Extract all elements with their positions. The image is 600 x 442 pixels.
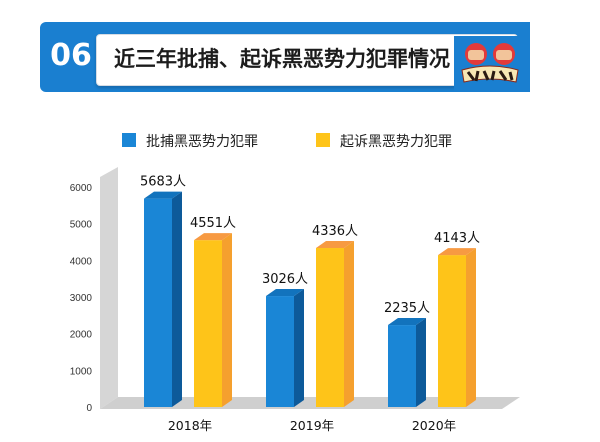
x-category-label: 2018年 (168, 418, 212, 433)
data-label: 2235人 (384, 301, 430, 316)
x-category-label: 2019年 (290, 418, 334, 433)
bar-side (466, 248, 476, 407)
y-axis-ticks: 0 1000 2000 3000 4000 5000 6000 (70, 183, 93, 414)
bar-front (388, 325, 416, 407)
data-label: 3026人 (262, 272, 308, 287)
bar-top (266, 289, 304, 297)
data-label: 4551人 (190, 216, 236, 231)
y-tick-label: 2000 (70, 330, 93, 341)
bar-front (438, 255, 466, 407)
legend-label: 批捕黑恶势力犯罪 (146, 134, 258, 150)
bar-side (344, 241, 354, 407)
bar-front (144, 198, 172, 407)
data-label: 4143人 (434, 231, 480, 246)
y-tick-label: 3000 (70, 293, 93, 304)
legend-label: 起诉黑恶势力犯罪 (340, 134, 452, 150)
data-label: 5683人 (140, 175, 186, 190)
x-axis-categories: 2018年 2019年 2020年 (168, 418, 456, 433)
y-tick-label: 4000 (70, 256, 93, 267)
x-category-label: 2020年 (412, 418, 456, 433)
bar-side (172, 191, 182, 407)
bar-top (438, 248, 476, 256)
bar-blue (388, 318, 426, 407)
legend-swatch-orange (316, 133, 330, 147)
page-title: 近三年批捕、起诉黑恶势力犯罪情况 (114, 47, 450, 71)
bar-side (416, 318, 426, 407)
bar-top (316, 241, 354, 249)
legend-swatch-blue (122, 133, 136, 147)
section-number: 06 (50, 38, 92, 73)
y-tick-label: 5000 (70, 220, 93, 231)
bar-orange (316, 241, 354, 407)
anti-gang-fist-emblem-icon (454, 36, 526, 92)
bar-top (194, 233, 232, 241)
chart-left-wall (100, 167, 118, 409)
bar-side (222, 233, 232, 407)
title-card (96, 34, 518, 86)
bars (144, 191, 476, 407)
bar-front (266, 296, 294, 407)
bar-blue (266, 289, 304, 407)
bar-orange (438, 248, 476, 407)
y-tick-label: 0 (86, 403, 92, 414)
bar-orange (194, 233, 232, 407)
y-tick-label: 6000 (70, 183, 93, 194)
data-labels: 5683人 4551人 3026人 4336人 2235人 4143人 (140, 175, 480, 316)
data-label: 4336人 (312, 224, 358, 239)
bar-blue (144, 191, 182, 407)
bar-top (144, 191, 182, 199)
section-banner: 06 近三年批捕、起诉黑恶势力犯罪情况 (40, 22, 530, 98)
bar-front (194, 240, 222, 407)
y-tick-label: 1000 (70, 366, 93, 377)
bar-top (388, 318, 426, 326)
legend: 批捕黑恶势力犯罪 起诉黑恶势力犯罪 (122, 133, 452, 150)
bar-side (294, 289, 304, 407)
bar-front (316, 248, 344, 407)
